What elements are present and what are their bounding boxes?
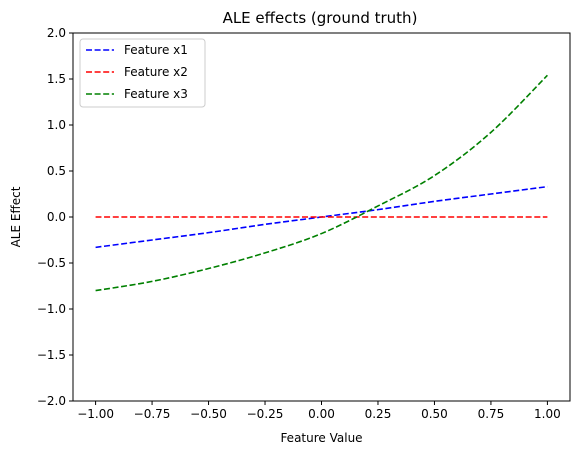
legend-box: [79, 38, 206, 108]
x-tick-label: −0.25: [247, 407, 284, 421]
x-tick-label: 1.00: [534, 407, 561, 421]
x-axis-label: Feature Value: [280, 431, 362, 445]
y-tick-label: 0.5: [47, 164, 66, 178]
y-tick-label: −2.0: [37, 394, 66, 408]
legend-label: Feature x2: [124, 65, 188, 79]
x-tick-label: 0.25: [365, 407, 392, 421]
x-tick-label: 0.75: [478, 407, 505, 421]
chart-title: ALE effects (ground truth): [223, 9, 418, 27]
plot-lines: [95, 74, 548, 292]
y-tick-label: 0.0: [47, 210, 66, 224]
y-axis-label: ALE Effect: [9, 186, 23, 247]
legend-label: Feature x3: [124, 87, 188, 101]
x-tick-label: 0.50: [421, 407, 448, 421]
x-tick-label: −0.50: [190, 407, 227, 421]
y-tick-label: −1.0: [37, 302, 66, 316]
legend-label: Feature x1: [124, 43, 188, 57]
x-tick-label: −1.00: [77, 407, 114, 421]
y-tick-label: 2.0: [47, 26, 66, 40]
series-line-feature-x3: [95, 74, 548, 292]
x-tick-label: −0.75: [134, 407, 171, 421]
x-axis: −1.00 −0.75 −0.50 −0.25 0.00 0.25 0.50 0.75 1.00: [77, 401, 561, 421]
y-tick-label: 1.5: [47, 72, 66, 86]
y-tick-label: −1.5: [37, 348, 66, 362]
y-axis: −2.0 −1.5 −1.0 −0.5 0.0 0.5 1.0 1.5 2.0: [37, 26, 73, 408]
legend: Feature x1 Feature x2 Feature x3: [79, 38, 206, 108]
x-tick-label: 0.00: [308, 407, 335, 421]
y-tick-label: −0.5: [37, 256, 66, 270]
plot-frame: [72, 32, 571, 402]
y-tick-label: 1.0: [47, 118, 66, 132]
